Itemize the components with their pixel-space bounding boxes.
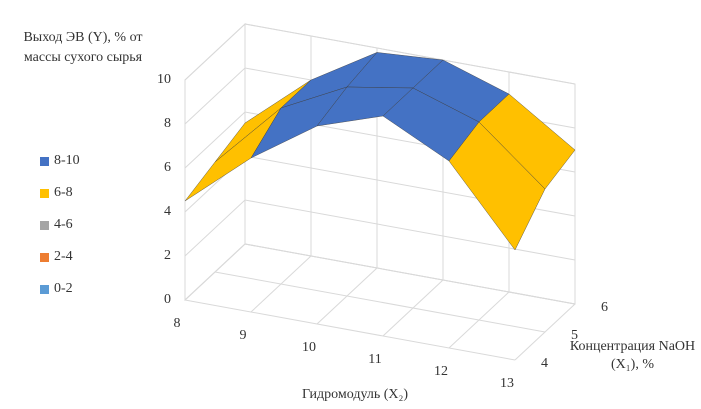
legend-item: 8-10 bbox=[40, 145, 80, 177]
depth-tick-label: 6 bbox=[601, 300, 608, 315]
x-tick-label: 8 bbox=[174, 316, 181, 331]
legend-swatch bbox=[40, 156, 49, 166]
legend-item: 2-4 bbox=[40, 241, 80, 273]
legend-item: 6-8 bbox=[40, 177, 80, 209]
legend-label: 4-6 bbox=[54, 217, 73, 232]
legend-item: 4-6 bbox=[40, 209, 80, 241]
z-tick-label: 0 bbox=[164, 292, 171, 307]
legend-label: 8-10 bbox=[54, 153, 80, 168]
depth-axis-title: Концентрация NaOH (X₁), % bbox=[569, 339, 696, 372]
legend: 8-10 6-8 4-6 2-4 0-2 bbox=[40, 145, 80, 305]
grid-line bbox=[184, 243, 576, 305]
depth-tick-label: 5 bbox=[571, 328, 578, 343]
x-tick-label: 11 bbox=[368, 352, 381, 367]
z-tick-label: 2 bbox=[164, 248, 171, 263]
legend-label: 0-2 bbox=[54, 281, 73, 296]
x-tick-label: 10 bbox=[302, 340, 316, 355]
legend-swatch bbox=[40, 220, 49, 230]
x-axis-title: Гидромодуль (X₂) bbox=[302, 387, 408, 402]
z-tick-label: 8 bbox=[164, 116, 171, 131]
chart-title: Выход ЭВ (Y), % от массы сухого сырья bbox=[23, 30, 143, 65]
z-tick-label: 10 bbox=[157, 72, 171, 87]
legend-swatch bbox=[40, 252, 49, 262]
x-tick-label: 12 bbox=[434, 364, 448, 379]
x-tick-label: 9 bbox=[240, 328, 247, 343]
z-tick-label: 6 bbox=[164, 160, 171, 175]
legend-label: 6-8 bbox=[54, 185, 73, 200]
floor-grid bbox=[184, 299, 516, 361]
z-tick-label: 4 bbox=[164, 204, 171, 219]
legend-swatch bbox=[40, 284, 49, 294]
legend-item: 0-2 bbox=[40, 273, 80, 305]
depth-tick-label: 4 bbox=[541, 356, 548, 371]
floor-grid bbox=[244, 243, 576, 305]
legend-label: 2-4 bbox=[54, 249, 73, 264]
x-tick-label: 13 bbox=[500, 376, 514, 391]
legend-swatch bbox=[40, 188, 49, 198]
floor-grid bbox=[214, 271, 546, 333]
surface-cell bbox=[448, 121, 546, 251]
